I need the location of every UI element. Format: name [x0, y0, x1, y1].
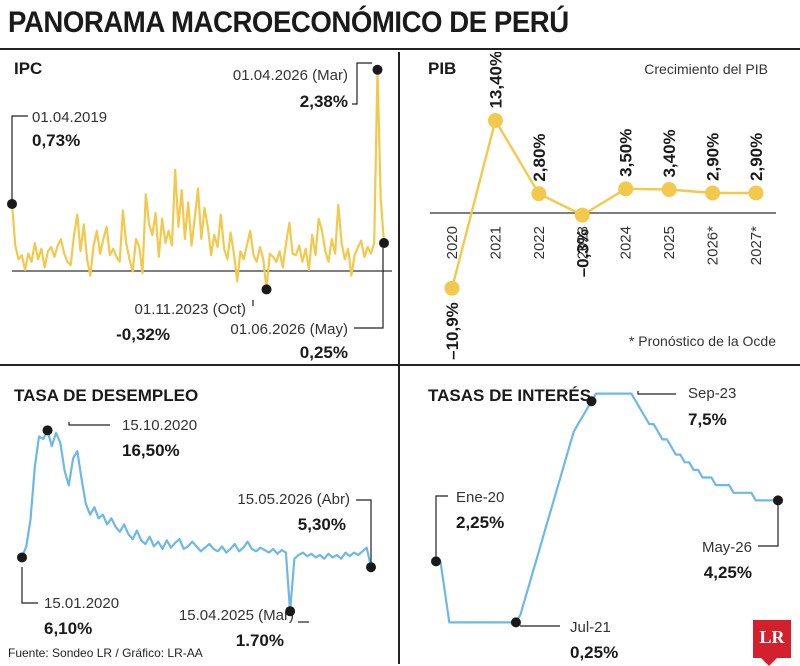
desempleo-callout-min-date: 15.04.2025 (Mar) [179, 607, 294, 624]
tasas-chart: TASAS DE INTERÉS Ene-20 2,25% Sep-23 7,5… [428, 385, 783, 662]
desempleo-last-marker [366, 562, 376, 573]
pib-value-label: –10,9% [443, 302, 462, 360]
pib-year-label: 2026* [705, 226, 722, 265]
tasas-callout-last-value: 4,25% [704, 563, 752, 582]
tasas-max-marker [586, 396, 597, 407]
ipc-last-marker [379, 238, 389, 249]
tasas-last-marker [773, 495, 783, 506]
ipc-callout-start-value: 0,73% [32, 131, 80, 150]
desempleo-series [20, 429, 373, 613]
pib-year-label: 2024 [618, 226, 635, 259]
title-rule [0, 48, 800, 50]
tasas-callout-start-value: 2,25% [456, 513, 504, 532]
tasas-min-marker [510, 617, 521, 628]
pib-title: PIB [428, 59, 456, 78]
pib-value-label: 13,40% [486, 52, 505, 109]
tasas-markers [431, 396, 783, 628]
ipc-chart: IPC 01.04.2019 0,73% 01.04.2026 (Mar) 2,… [7, 59, 392, 362]
tasas-series [436, 392, 778, 624]
ipc-callout-line-max [352, 62, 372, 105]
ipc-callout-max-value: 2,38% [300, 92, 348, 111]
pib-year-label: 2023 [574, 226, 591, 259]
pib-year-label: 2022 [531, 226, 548, 259]
pib-year-label: 2027* [748, 226, 765, 265]
pib-subtitle: Crecimiento del PIB [644, 61, 768, 77]
pib-point [705, 185, 721, 201]
page-title: PANORAMA MACROECONÓMICO DE PERÚ [8, 6, 569, 39]
pib-value-label: 2,90% [704, 133, 723, 181]
tasas-line [436, 392, 778, 624]
tasas-start-marker [431, 556, 441, 567]
ipc-series [10, 68, 386, 291]
desempleo-callout-start-date: 15.01.2020 [44, 595, 119, 612]
desempleo-markers [17, 425, 376, 617]
tasas-callout-start-date: Ene-20 [456, 489, 504, 506]
desempleo-callout-last-date: 15.05.2026 (Abr) [237, 491, 350, 508]
tasas-title: TASAS DE INTERÉS [428, 386, 591, 405]
lr-logo: LR [753, 620, 791, 666]
desempleo-callout-max-value: 16,50% [122, 441, 180, 460]
pib-point [574, 207, 590, 223]
desempleo-title: TASA DE DESEMPLEO [14, 386, 198, 405]
ipc-markers [7, 64, 389, 295]
pib-value-label: 3,50% [617, 129, 636, 177]
ipc-callout-min-value: -0,32% [116, 325, 170, 344]
ipc-callout-start-date: 01.04.2019 [32, 109, 107, 126]
pib-chart: PIB Crecimiento del PIB 2020 –10,9% 2021 13… [428, 52, 776, 360]
pib-note: * Pronóstico de la Ocde [629, 333, 776, 349]
pib-point [444, 280, 460, 296]
pib-year-label: 2021 [487, 226, 504, 259]
desempleo-max-marker [42, 425, 53, 436]
desempleo-callout-start-value: 6,10% [44, 619, 92, 638]
desempleo-line [20, 429, 373, 613]
tasas-callout-line-last [758, 501, 779, 547]
pib-point [487, 113, 503, 129]
pib-value-label: –0,3% [573, 229, 592, 277]
ipc-title: IPC [14, 59, 42, 78]
desempleo-callout-max-date: 15.10.2020 [122, 417, 197, 434]
pib-value-label: 2,90% [747, 133, 766, 181]
vertical-divider [398, 52, 400, 664]
pib-value-label: 3,40% [660, 129, 679, 177]
ipc-line [10, 68, 386, 291]
tasas-callout-line-start [435, 495, 448, 560]
desempleo-callout-line-start [21, 567, 38, 604]
tasas-callout-max-value: 7,5% [688, 410, 727, 429]
ipc-callout-min-date: 01.11.2023 (Oct) [135, 301, 246, 318]
pib-year-label: 2020 [444, 226, 461, 259]
ipc-callout-line-last [354, 248, 384, 329]
tasas-callout-max-date: Sep-23 [688, 385, 736, 402]
ipc-min-marker [261, 284, 272, 295]
pib-series: 2020 –10,9% 2021 13,40% 2022 2,80% 2023–0,3% 20… [443, 52, 766, 360]
ipc-callout-line-start [11, 115, 28, 208]
desempleo-callout-line-last [356, 499, 372, 571]
pib-point [618, 181, 634, 197]
desempleo-min-marker [285, 606, 296, 617]
ipc-callout-max-date: 01.04.2026 (Mar) [233, 67, 348, 84]
pib-point [661, 182, 677, 198]
tasas-callout-min-value: 0,25% [570, 643, 618, 662]
pib-point [748, 185, 764, 201]
tasas-callout-last-date: May-26 [702, 539, 752, 556]
desempleo-callout-line-max [68, 422, 110, 426]
ipc-max-marker [372, 64, 383, 75]
pib-year-label: 2025 [661, 226, 678, 259]
horizontal-divider [0, 364, 800, 366]
desempleo-chart: TASA DE DESEMPLEO 15.10.2020 16,50% 15.0… [14, 386, 376, 646]
desempleo-callout-min-value: 1,70% [236, 631, 284, 646]
tasas-callout-line-max [637, 391, 676, 395]
desempleo-callout-last-value: 5,30% [298, 515, 346, 534]
ipc-start-marker [7, 198, 17, 209]
pib-value-label: 2,80% [530, 133, 549, 181]
tasas-callout-min-date: Jul-21 [570, 619, 611, 636]
ipc-callout-last-value: 0,25% [300, 343, 348, 362]
source-note: Fuente: Sondeo LR / Gráfico: LR-AA [8, 646, 203, 660]
ipc-callout-last-date: 01.06.2026 (May) [230, 321, 348, 338]
pib-point [531, 186, 547, 202]
desempleo-start-marker [17, 552, 27, 563]
